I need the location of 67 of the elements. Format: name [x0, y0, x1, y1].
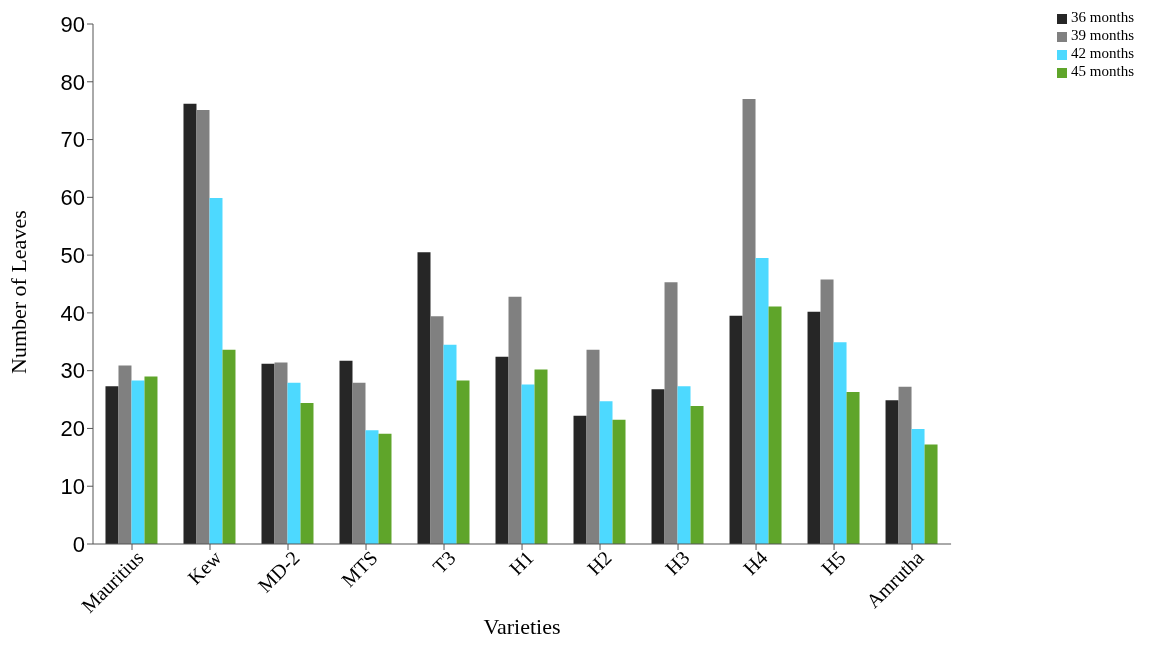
bar: [417, 252, 431, 544]
bar: [586, 349, 600, 544]
bar: [430, 316, 444, 544]
bar: [144, 376, 158, 544]
bar: [352, 382, 366, 544]
bar: [612, 419, 626, 544]
bar: [534, 369, 548, 544]
x-tick-label: H1: [504, 546, 538, 580]
x-tick-label: H4: [738, 546, 772, 580]
bar: [287, 382, 301, 544]
bar: [378, 433, 392, 544]
x-tick-label: H5: [816, 546, 850, 580]
y-tick-label: 90: [60, 11, 85, 37]
bar: [664, 282, 678, 544]
bar: [833, 342, 847, 544]
bar: [495, 356, 509, 544]
bar: [183, 103, 197, 544]
bar: [729, 315, 743, 544]
bar: [898, 386, 912, 544]
bar: [274, 362, 288, 544]
y-axis-title: Number of Leaves: [5, 210, 31, 374]
legend-label: 45 months: [1071, 63, 1134, 79]
bar: [131, 380, 145, 544]
x-tick-label: H2: [582, 546, 616, 580]
bar: [222, 349, 236, 544]
bar: [443, 344, 457, 544]
y-tick-label: 10: [60, 474, 85, 500]
legend-label: 36 months: [1071, 9, 1134, 25]
bar: [690, 405, 704, 544]
bar: [911, 429, 925, 544]
y-tick-label: 80: [60, 69, 85, 95]
bar: [508, 296, 522, 544]
bar: [196, 110, 210, 544]
bar: [599, 401, 613, 544]
y-tick-label: 0: [72, 531, 85, 557]
y-tick-label: 60: [60, 185, 85, 211]
bar: [755, 258, 769, 544]
y-tick-label: 70: [60, 127, 85, 153]
bar: [521, 384, 535, 544]
y-tick-label: 40: [60, 300, 85, 326]
bar: [820, 279, 834, 544]
x-tick-label: H3: [660, 546, 694, 580]
bar: [573, 415, 587, 544]
bar: [768, 306, 782, 544]
y-tick-label: 50: [60, 242, 85, 268]
bar: [209, 197, 223, 544]
bar: [846, 392, 860, 544]
bar: [924, 444, 938, 544]
bar: [261, 363, 275, 544]
x-tick-label: Kew: [183, 545, 226, 589]
bar: [300, 403, 314, 544]
bar: [105, 386, 119, 544]
bar: [885, 400, 899, 544]
legend-label: 39 months: [1071, 27, 1134, 43]
bar: [677, 386, 691, 544]
x-axis-title: Varieties: [483, 614, 561, 639]
bar: [456, 380, 470, 544]
bar: [807, 311, 821, 544]
bar: [742, 99, 756, 544]
y-tick-label: 20: [60, 416, 85, 442]
y-tick-label: 30: [60, 358, 85, 384]
bar: [118, 365, 132, 544]
bar: [651, 389, 665, 544]
x-tick-label: T3: [428, 546, 460, 578]
bar: [365, 430, 379, 544]
bar: [339, 360, 353, 544]
legend-label: 42 months: [1071, 45, 1134, 61]
